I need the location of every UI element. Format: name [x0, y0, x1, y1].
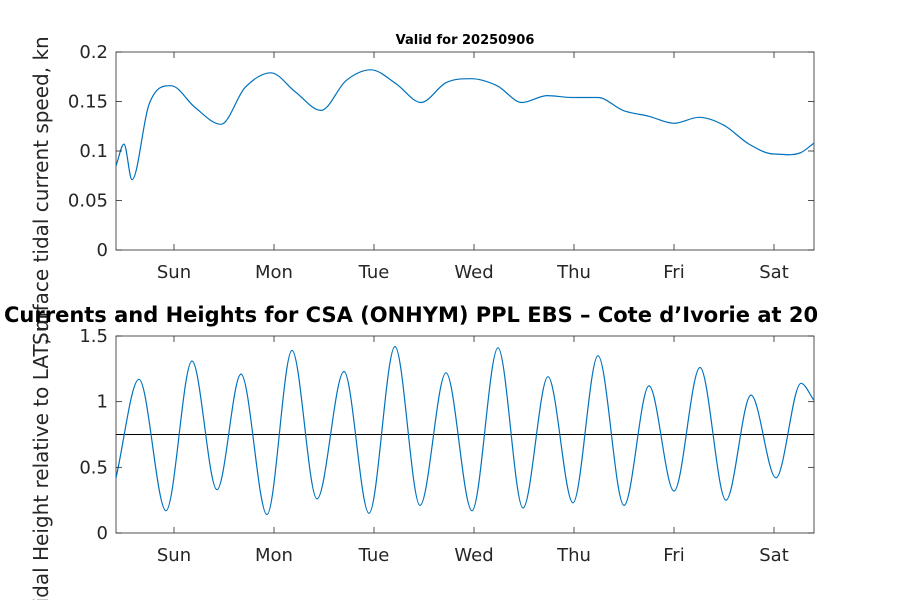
- current-x-tick-label: Thu: [556, 262, 591, 283]
- height-y-tick-label: 0.5: [79, 457, 108, 478]
- current-chart-title: Valid for 20250906: [396, 33, 535, 48]
- current-plot-area: [115, 51, 815, 251]
- height-x-axis: Sun Mon Tue Wed Thu Fri Sat: [157, 336, 789, 566]
- current-x-tick-label: Sun: [157, 262, 191, 283]
- height-x-tick-label: Wed: [454, 545, 493, 566]
- height-x-tick-label: Tue: [358, 545, 390, 566]
- height-y-tick-label: 1.5: [79, 326, 108, 347]
- current-x-tick-label: Tue: [358, 262, 390, 283]
- current-y-tick-label: 0.15: [68, 92, 108, 113]
- height-x-tick-label: Sun: [157, 545, 191, 566]
- height-x-tick-label: Mon: [255, 545, 293, 566]
- current-x-tick-label: Fri: [663, 262, 684, 283]
- current-x-axis: Sun Mon Tue Wed Thu Fri Sat: [157, 52, 789, 283]
- tidal-height-line: [115, 345, 815, 516]
- current-speed-line: [115, 69, 815, 181]
- current-y-tick-label: 0.1: [79, 141, 108, 162]
- height-y-tick-label: 0: [97, 523, 108, 544]
- height-x-tick-label: Sat: [759, 545, 789, 566]
- current-y-tick-label: 0: [97, 240, 108, 261]
- current-y-axis-label: Surface tidal current speed, kn: [29, 36, 53, 345]
- current-x-tick-label: Wed: [454, 262, 493, 283]
- height-x-tick-label: Fri: [663, 545, 684, 566]
- current-y-tick-label: 0.05: [68, 191, 108, 212]
- height-x-tick-label: Thu: [556, 545, 591, 566]
- height-y-tick-label: 1: [97, 392, 108, 413]
- height-y-axis: 0 0.5 1 1.5: [79, 326, 814, 544]
- tidal-height-panel: 0 0.5 1 1.5 Sun Mon Tue Wed Thu Fri Sat Tidal Hei…: [4, 303, 818, 600]
- current-y-axis: 0 0.05 0.1 0.15 0.2: [68, 42, 814, 261]
- height-y-axis-label: Tidal Height relative to LAT, m: [29, 312, 53, 600]
- current-speed-panel: 0 0.05 0.1 0.15 0.2 Sun Mon Tue Wed Thu Fri Sat Va…: [29, 33, 815, 345]
- current-x-tick-label: Mon: [255, 262, 293, 283]
- current-x-tick-label: Sat: [759, 262, 789, 283]
- current-y-tick-label: 0.2: [79, 42, 108, 63]
- height-chart-title: Currents and Heights for CSA (ONHYM) PPL…: [4, 303, 818, 327]
